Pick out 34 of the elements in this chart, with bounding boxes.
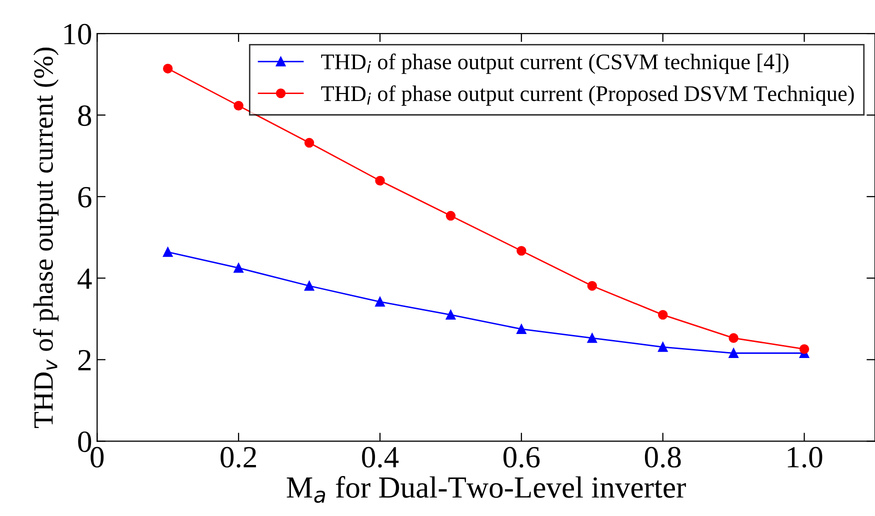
point <box>234 100 244 111</box>
point <box>375 296 385 307</box>
y-tick-label: 4 <box>78 268 92 289</box>
point <box>375 176 385 186</box>
point <box>304 281 314 291</box>
point <box>446 210 456 221</box>
point <box>587 281 597 291</box>
y-tick-label: 10 <box>64 24 92 44</box>
legend-label: THD$_{i}$ of phase output current (Proposed DSVM Technique) <box>321 85 854 106</box>
point <box>658 310 668 320</box>
y-tick-label: 2 <box>78 350 91 370</box>
x-tick-label: 0.6 <box>503 446 540 468</box>
point <box>728 348 738 358</box>
x-tick-label: 0.2 <box>220 446 256 468</box>
y-tick-label: 0 <box>78 431 92 452</box>
point <box>658 342 668 352</box>
point <box>162 247 173 257</box>
point <box>304 138 314 148</box>
point <box>516 324 526 334</box>
y-tick-label: 6 <box>78 186 92 208</box>
y-axis-title: THD$_{v}$ of phase output current (%) <box>33 48 59 428</box>
legend-label: THD$_{i}$ of phase output current (CSVM technique [4]) <box>321 54 788 74</box>
point <box>162 64 173 74</box>
x-tick-label: 0.4 <box>362 446 399 468</box>
point <box>446 310 456 320</box>
x-axis-title: M$_{a}$ for Dual-Two-Level inverter <box>286 476 686 503</box>
point <box>799 344 810 354</box>
point <box>234 263 244 273</box>
x-tick-label: 1.0 <box>788 446 822 468</box>
x-tick-label: 0.8 <box>644 446 681 468</box>
point <box>516 246 526 256</box>
point <box>587 333 597 343</box>
point <box>728 333 738 343</box>
y-tick-label: 8 <box>78 105 92 126</box>
